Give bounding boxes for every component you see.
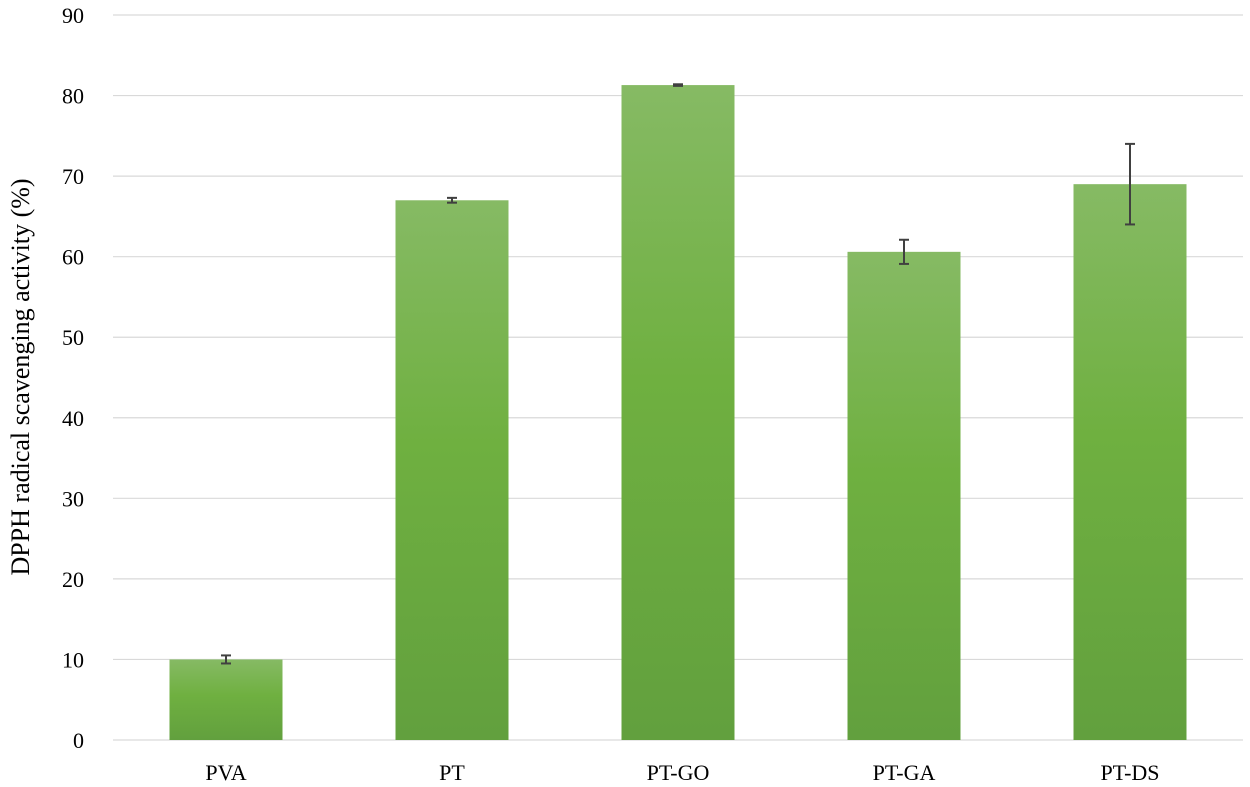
x-tick-label: PT [439, 760, 465, 785]
y-axis-title: DPPH radical scavenging activity (%) [6, 178, 35, 575]
x-tick-label: PT-GA [873, 760, 936, 785]
bar-pt-ga [847, 251, 961, 741]
y-tick-label: 30 [62, 486, 84, 511]
y-tick-label: 80 [62, 84, 84, 109]
error-bar-pt [447, 196, 457, 204]
y-tick-label: 20 [62, 567, 84, 592]
bar-pt-go [621, 85, 735, 741]
y-tick-label: 60 [62, 245, 84, 270]
error-bar-pva [221, 654, 231, 665]
error-bar-pt-ds [1125, 142, 1135, 226]
bar-pt-ds [1073, 184, 1187, 740]
x-axis-tick-labels: PVA PT PT-GO PT-GA PT-DS [205, 760, 1159, 785]
error-bar-pt-go [673, 83, 683, 87]
y-tick-label: 50 [62, 325, 84, 350]
y-tick-label: 70 [62, 164, 84, 189]
bars [169, 85, 1187, 741]
error-bar-pt-ga [899, 238, 909, 265]
x-tick-label: PT-DS [1100, 760, 1159, 785]
y-tick-label: 0 [73, 728, 84, 753]
y-tick-label: 10 [62, 647, 84, 672]
y-tick-label: 40 [62, 406, 84, 431]
y-axis-tick-labels: 0 10 20 30 40 50 60 70 80 90 [62, 3, 84, 753]
bar-pva [169, 659, 283, 740]
y-tick-label: 90 [62, 3, 84, 28]
x-tick-label: PVA [205, 760, 246, 785]
error-bars [221, 83, 1135, 665]
bar-pt [395, 200, 509, 740]
x-tick-label: PT-GO [647, 760, 710, 785]
